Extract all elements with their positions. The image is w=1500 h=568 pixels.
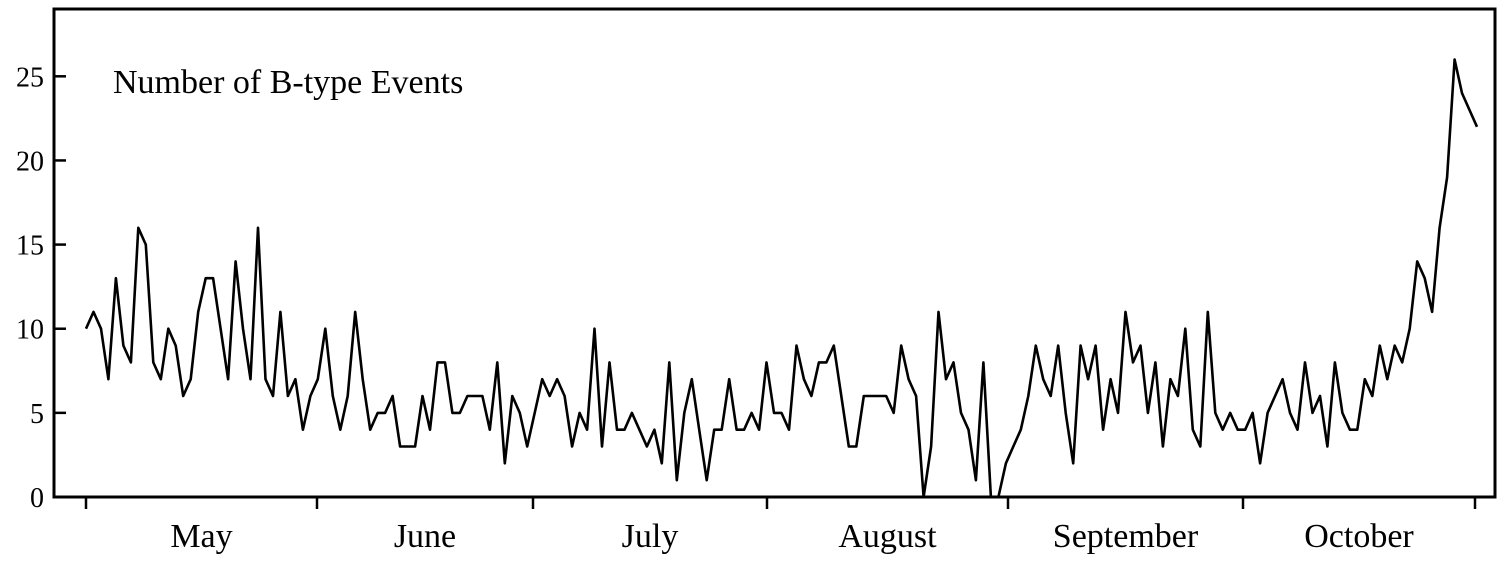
series-line	[84, 58, 1479, 499]
y-tick-label: 20	[16, 146, 44, 177]
x-month-label: September	[1053, 518, 1199, 555]
y-tick-label: 5	[30, 399, 44, 430]
x-month-label: June	[394, 518, 456, 555]
x-month-label: August	[838, 518, 937, 555]
x-axis: May June July August September October	[84, 497, 1477, 555]
y-tick-label: 15	[16, 231, 44, 262]
chart-annotation: Number of B-type Events	[113, 64, 463, 101]
y-tick-label: 25	[16, 62, 44, 93]
x-month-label: October	[1304, 518, 1414, 555]
x-month-label: July	[622, 518, 679, 555]
x-month-label: May	[170, 518, 232, 555]
y-axis: 0 5 10 15 20 25	[16, 62, 66, 514]
y-tick-label: 0	[30, 483, 44, 514]
y-tick-label: 10	[16, 315, 44, 346]
plot-frame	[52, 7, 1497, 499]
